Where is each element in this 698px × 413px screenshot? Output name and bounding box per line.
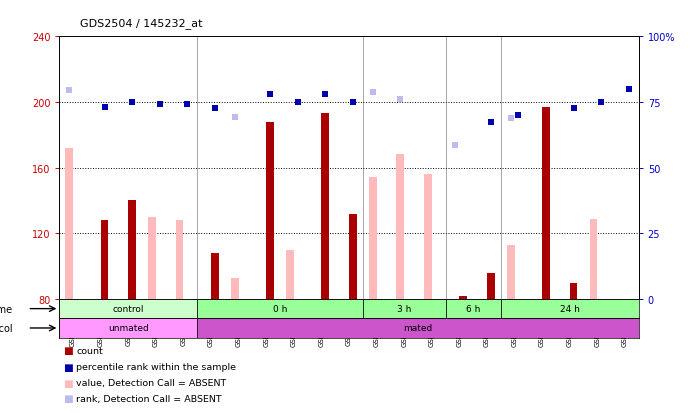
Bar <box>349 214 357 299</box>
Bar <box>459 296 467 299</box>
Bar <box>101 221 108 299</box>
Bar <box>266 122 274 299</box>
Bar <box>231 278 239 299</box>
Text: count: count <box>76 346 103 355</box>
Bar <box>148 217 156 299</box>
Bar <box>211 253 218 299</box>
Bar <box>542 108 550 299</box>
Text: 24 h: 24 h <box>560 304 579 313</box>
Bar <box>363 299 445 318</box>
Bar <box>66 149 73 299</box>
Bar <box>369 178 377 299</box>
Text: ■: ■ <box>63 362 73 372</box>
Text: 0 h: 0 h <box>273 304 287 313</box>
Bar <box>424 175 432 299</box>
Text: time: time <box>0 304 13 314</box>
Text: ■: ■ <box>63 394 73 404</box>
Text: GDS2504 / 145232_at: GDS2504 / 145232_at <box>80 18 203 29</box>
Bar <box>321 114 329 299</box>
Bar <box>487 273 495 299</box>
Bar <box>500 299 639 318</box>
Text: ■: ■ <box>63 345 73 355</box>
Bar <box>198 299 363 318</box>
Bar <box>286 250 294 299</box>
Text: unmated: unmated <box>108 324 149 333</box>
Bar <box>445 299 500 318</box>
Bar <box>570 283 577 299</box>
Bar <box>590 219 597 299</box>
Text: percentile rank within the sample: percentile rank within the sample <box>76 362 236 371</box>
Text: mated: mated <box>403 324 433 333</box>
Bar <box>59 299 198 318</box>
Bar <box>128 201 136 299</box>
Text: 3 h: 3 h <box>397 304 411 313</box>
Text: value, Detection Call = ABSENT: value, Detection Call = ABSENT <box>76 378 226 387</box>
Text: rank, Detection Call = ABSENT: rank, Detection Call = ABSENT <box>76 394 222 403</box>
Bar <box>198 318 639 338</box>
Text: 6 h: 6 h <box>466 304 480 313</box>
Text: ■: ■ <box>63 377 73 388</box>
Bar <box>176 221 184 299</box>
Text: protocol: protocol <box>0 323 13 333</box>
Text: control: control <box>112 304 144 313</box>
Bar <box>507 245 514 299</box>
Bar <box>396 155 404 299</box>
Bar <box>59 318 198 338</box>
